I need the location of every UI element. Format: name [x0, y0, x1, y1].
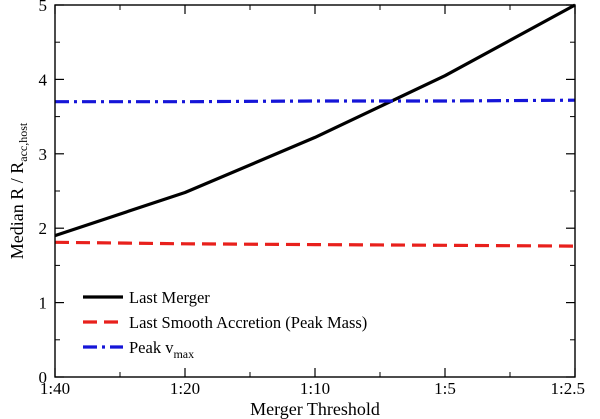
series-line-2: [55, 98, 576, 104]
legend-label-2: Peak vmax: [129, 338, 194, 361]
ticks-group: 0 1 2 3 4 5 1:40 1:20 1:10 1:5 1:2.5: [39, 0, 586, 398]
y-tick-label: 3: [39, 145, 48, 164]
x-tick-label: 1:20: [170, 379, 200, 398]
series-line-0: [54, 3, 576, 238]
x-tick-label: 1:10: [300, 379, 330, 398]
series-group: [54, 3, 576, 248]
plot-frame: [54, 4, 576, 378]
legend-label-1: Last Smooth Accretion (Peak Mass): [129, 313, 367, 332]
svg-text:Median R / Racc,host: Median R / Racc,host: [7, 122, 30, 259]
x-tick-label: 1:2.5: [551, 379, 585, 398]
y-tick-label: 4: [39, 70, 48, 89]
x-axis-label: Merger Threshold: [250, 399, 380, 419]
y-tick-label: 1: [39, 294, 48, 313]
y-axis-label: Median R / Racc,host: [7, 122, 30, 259]
x-tick-label: 1:40: [40, 379, 70, 398]
y-tick-label: 2: [39, 219, 48, 238]
y-tick-label: 5: [39, 0, 48, 15]
y-axis-label-main: Median R / R: [7, 162, 27, 260]
legend: Last Merger Last Smooth Accretion (Peak M…: [83, 288, 367, 361]
series-line-1: [54, 240, 576, 248]
y-tick-label: 0: [39, 368, 48, 387]
y-axis-label-sub: acc,host: [16, 122, 30, 162]
x-tick-label: 1:5: [434, 379, 456, 398]
legend-label-0: Last Merger: [129, 288, 210, 307]
